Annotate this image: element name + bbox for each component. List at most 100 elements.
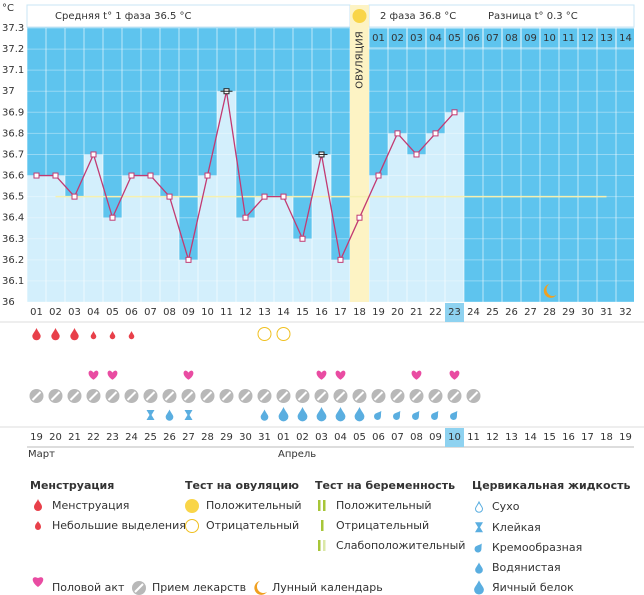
pill-slash [259, 391, 270, 401]
date: 29 [220, 432, 233, 443]
heart-icon [88, 370, 99, 380]
y-tick-label: 36.3 [2, 234, 24, 245]
temp-point [33, 172, 40, 179]
post-ov-day: 07 [486, 33, 499, 44]
icon [321, 520, 324, 531]
cycle-day: 16 [315, 307, 328, 318]
spotting-icon [128, 331, 135, 340]
fluid-creamy [412, 410, 420, 420]
post-ov-day: 10 [543, 33, 556, 44]
y-tick-label: 36.5 [2, 192, 24, 203]
date: 07 [391, 432, 404, 443]
pill-slash [297, 391, 308, 401]
cycle-day: 32 [619, 307, 632, 318]
temp-point [261, 193, 268, 200]
temp-bar [445, 112, 464, 302]
date: 28 [201, 432, 214, 443]
cycle-day: 03 [68, 307, 81, 318]
temp-bar [236, 217, 255, 302]
moon-icon [543, 284, 557, 298]
temp-bar [407, 154, 426, 302]
temp-bar [84, 154, 103, 302]
temp-point [337, 256, 344, 263]
cycle-day: 27 [524, 307, 537, 318]
cycle-day: 12 [239, 307, 252, 318]
cycle-day: 02 [49, 307, 62, 318]
date: 30 [239, 432, 252, 443]
fluid-creamy [374, 410, 382, 420]
month: Апрель [278, 449, 316, 460]
icon [318, 540, 321, 551]
cycle-day: 01 [30, 307, 43, 318]
heart-icon [107, 370, 118, 380]
post-ov-day: 13 [600, 33, 613, 44]
cycle-day: 24 [467, 307, 480, 318]
temp-bar [141, 175, 160, 302]
fluid-egg [316, 407, 327, 422]
pill-slash [88, 391, 99, 401]
post-ov-day: 11 [562, 33, 575, 44]
icon [318, 500, 321, 511]
legend-item: Прием лекарств [152, 581, 246, 594]
legend-item: Слабоположительный [336, 539, 465, 552]
temp-point [451, 109, 458, 116]
temp-bar [369, 175, 388, 302]
legend-title: Цервикальная жидкость [472, 479, 630, 492]
y-tick-label: 36.9 [2, 107, 24, 118]
cycle-day: 04 [87, 307, 100, 318]
post-ov-day: 14 [619, 33, 632, 44]
pill-slash [221, 391, 232, 401]
temp-bar [312, 154, 331, 302]
icon [35, 521, 41, 530]
temp-bar [27, 175, 46, 302]
pill-slash [31, 391, 42, 401]
fluid-dry [474, 500, 484, 513]
post-ov-day: 02 [391, 33, 404, 44]
temp-bar [293, 238, 312, 302]
date: 05 [353, 432, 366, 443]
pill-slash [411, 391, 422, 401]
date: 10 [448, 432, 461, 443]
date: 19 [619, 432, 632, 443]
temp-point [71, 193, 78, 200]
icon [254, 581, 267, 595]
date: 16 [562, 432, 575, 443]
temp-point [356, 214, 363, 221]
cycle-day: 17 [334, 307, 347, 318]
fluid-creamy [474, 543, 482, 553]
legend-item: Яичный белок [492, 581, 574, 594]
date: 21 [68, 432, 81, 443]
temp-bar [103, 217, 122, 302]
cycle-day: 28 [543, 307, 556, 318]
phase2: 2 фаза 36.8 °C [380, 11, 456, 22]
fluid-egg [354, 407, 365, 422]
cycle-day: 13 [258, 307, 271, 318]
date: 23 [106, 432, 119, 443]
pill-slash [164, 391, 175, 401]
date: 25 [144, 432, 157, 443]
date: 12 [486, 432, 499, 443]
date: 11 [467, 432, 480, 443]
fluid-sticky [146, 410, 155, 420]
cycle-day: 20 [391, 307, 404, 318]
temp-point [280, 193, 287, 200]
pill-slash [145, 391, 156, 401]
pill-slash [69, 391, 80, 401]
post-ov-day: 03 [410, 33, 423, 44]
legend-title: Менструация [30, 479, 114, 492]
fluid-creamy [450, 410, 458, 420]
temp-point [109, 214, 116, 221]
pill-slash [126, 391, 137, 401]
post-ov-day: 01 [372, 33, 385, 44]
icon [32, 577, 44, 587]
icon [134, 583, 144, 593]
temp-point [432, 130, 439, 137]
cycle-day: 09 [182, 307, 195, 318]
post-ov-day: 06 [467, 33, 480, 44]
pill-slash [183, 391, 194, 401]
cycle-day: 15 [296, 307, 309, 318]
menstruation-icon [32, 328, 41, 341]
fluid-watery [475, 562, 483, 574]
date: 24 [125, 432, 138, 443]
